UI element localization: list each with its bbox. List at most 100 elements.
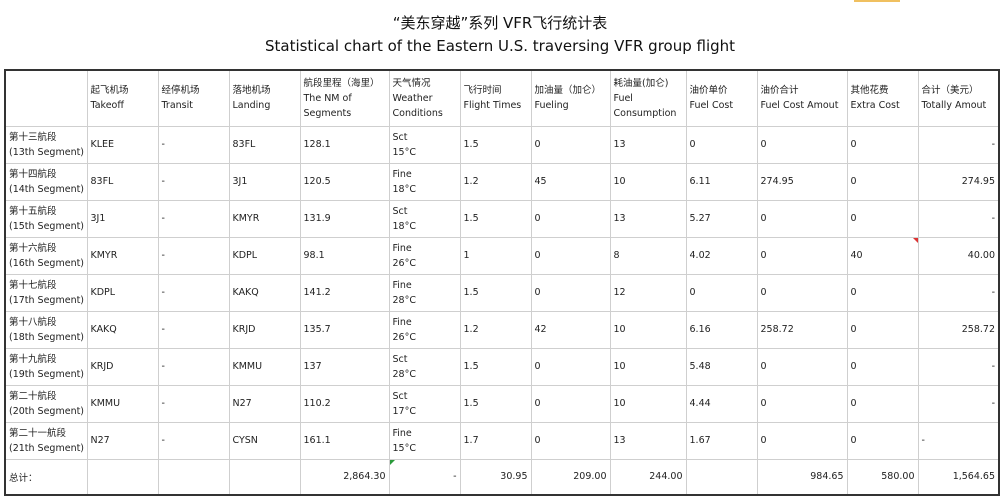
header-row: 起飞机场 Takeoff 经停机场 Transit 落地机场 Landing 航段里程（海里… xyxy=(4,69,1000,127)
header-line: Segments xyxy=(303,107,352,119)
totals-landing xyxy=(228,458,301,496)
fueling-cell: 0 xyxy=(530,347,611,386)
header-line: 合计（美元） xyxy=(921,85,979,97)
table-row: 第十六航段 (16th Segment) KMYR - KDPL 98.1 Fine 26°C… xyxy=(4,236,1000,275)
fuel-total-cell: 0 xyxy=(756,125,848,164)
fueling-cell: 0 xyxy=(530,421,611,460)
consumption-cell: 10 xyxy=(609,310,687,349)
weather-temp: 26°C xyxy=(392,331,416,343)
table-row: 第十九航段 (19th Segment) KRJD - KMMU 137 Sct 28°C 1.… xyxy=(4,347,1000,386)
extra-cost-value: 0 xyxy=(850,139,857,150)
fueling-cell: 0 xyxy=(530,199,611,238)
table-row: 第十四航段 (14th Segment) 83FL -3J1 120.5 Fine 18°C… xyxy=(4,162,1000,201)
takeoff-cell: KMYR xyxy=(86,236,159,275)
header-line: Fuel Cost Amout xyxy=(760,100,839,112)
extra-cost-cell: 0 xyxy=(846,199,919,238)
header-line: 天气情况 xyxy=(392,77,431,89)
column-header: 落地机场 Landing xyxy=(228,69,301,127)
header-line: 加油量（加仑） xyxy=(534,85,602,97)
weather-condition: Fine xyxy=(392,168,412,180)
header-line: 耗油量(加仑) xyxy=(613,77,669,89)
extra-cost-value: 0 xyxy=(850,324,857,335)
weather-cell: Sct 28°C xyxy=(388,347,461,386)
column-header: 其他花费 Extra Cost xyxy=(846,69,919,127)
fueling-cell: 0 xyxy=(530,273,611,312)
totals-transit xyxy=(157,458,230,496)
comment-marker-icon xyxy=(390,460,395,465)
segment-cn: 第二十一航段 xyxy=(9,427,67,439)
header-line: Transit xyxy=(161,100,193,112)
landing-cell: KDPL xyxy=(228,236,301,275)
transit-cell: - xyxy=(157,236,230,275)
column-header: 天气情况 Weather Conditions xyxy=(388,69,461,127)
totals-weather-value: - xyxy=(453,471,457,483)
takeoff-cell: KRJD xyxy=(86,347,159,386)
extra-cost-cell: 0 xyxy=(846,347,919,386)
consumption-cell: 10 xyxy=(609,347,687,386)
extra-cost-value: 40 xyxy=(850,250,863,261)
segment-cell: 第十四航段 (14th Segment) xyxy=(4,162,88,201)
column-header: 合计（美元） Totally Amout xyxy=(917,69,1000,127)
total-cell: - xyxy=(917,199,1000,238)
transit-cell: - xyxy=(157,384,230,423)
header-line: Takeoff xyxy=(90,100,124,112)
header-line: Consumption xyxy=(613,107,677,119)
weather-temp: 28°C xyxy=(392,294,416,306)
nm-cell: 137 xyxy=(299,347,390,386)
extra-cost-value: 0 xyxy=(850,435,857,446)
total-cell: - xyxy=(917,347,1000,386)
header-line: 油价单价 xyxy=(689,85,728,97)
fuel-total-cell: 274.95 xyxy=(756,162,848,201)
header-line: 飞行时间 xyxy=(463,85,502,97)
total-cell: - xyxy=(917,384,1000,423)
extra-cost-cell: 0 xyxy=(846,273,919,312)
weather-condition: Sct xyxy=(392,131,408,143)
consumption-cell: 13 xyxy=(609,199,687,238)
segment-cn: 第十七航段 xyxy=(9,279,57,291)
flight-time-cell: 1.5 xyxy=(459,125,532,164)
total-cell: 40.00 xyxy=(917,236,1000,275)
header-line: 落地机场 xyxy=(232,85,271,97)
column-header: 油价合计 Fuel Cost Amout xyxy=(756,69,848,127)
transit-cell: - xyxy=(157,125,230,164)
header-line: 油价合计 xyxy=(760,85,799,97)
total-cell: - xyxy=(917,273,1000,312)
weather-condition: Fine xyxy=(392,279,412,291)
fueling-cell: 0 xyxy=(530,384,611,423)
weather-condition: Fine xyxy=(392,427,412,439)
extra-cost-cell: 0 xyxy=(846,162,919,201)
fueling-cell: 45 xyxy=(530,162,611,201)
totals-extra: 580.00 xyxy=(846,458,919,496)
weather-cell: Sct 15°C xyxy=(388,125,461,164)
weather-cell: Sct 18°C xyxy=(388,199,461,238)
landing-cell: 83FL xyxy=(228,125,301,164)
consumption-cell: 13 xyxy=(609,125,687,164)
weather-temp: 15°C xyxy=(392,146,416,158)
column-header: 经停机场 Transit xyxy=(157,69,230,127)
takeoff-cell: N27 xyxy=(86,421,159,460)
weather-cell: Fine 18°C xyxy=(388,162,461,201)
fuel-total-cell: 0 xyxy=(756,273,848,312)
weather-cell: Fine 28°C xyxy=(388,273,461,312)
weather-cell: Fine 15°C xyxy=(388,421,461,460)
top-accent-bar xyxy=(854,0,900,2)
consumption-cell: 8 xyxy=(609,236,687,275)
fuel-total-cell: 0 xyxy=(756,384,848,423)
comment-marker-icon xyxy=(912,238,917,243)
segment-cell: 第十八航段 (18th Segment) xyxy=(4,310,88,349)
segment-cn: 第十五航段 xyxy=(9,205,57,217)
consumption-cell: 12 xyxy=(609,273,687,312)
segment-cell: 第十五航段 (15th Segment) xyxy=(4,199,88,238)
table-row: 第十三航段 (13th Segment) KLEE -83FL 128.1 Sct 15°C… xyxy=(4,125,1000,164)
nm-cell: 110.2 xyxy=(299,384,390,423)
column-header: 油价单价 Fuel Cost xyxy=(685,69,758,127)
fuel-unit-cell: 4.02 xyxy=(685,236,758,275)
segment-cn: 第十八航段 xyxy=(9,316,57,328)
flight-time-cell: 1 xyxy=(459,236,532,275)
segment-cell: 第十七航段 (17th Segment) xyxy=(4,273,88,312)
flight-time-cell: 1.5 xyxy=(459,273,532,312)
header-line: Conditions xyxy=(392,107,443,119)
fuel-unit-cell: 0 xyxy=(685,273,758,312)
segment-en: (16th Segment) xyxy=(9,257,85,269)
column-header: 加油量（加仑） Fueling xyxy=(530,69,611,127)
